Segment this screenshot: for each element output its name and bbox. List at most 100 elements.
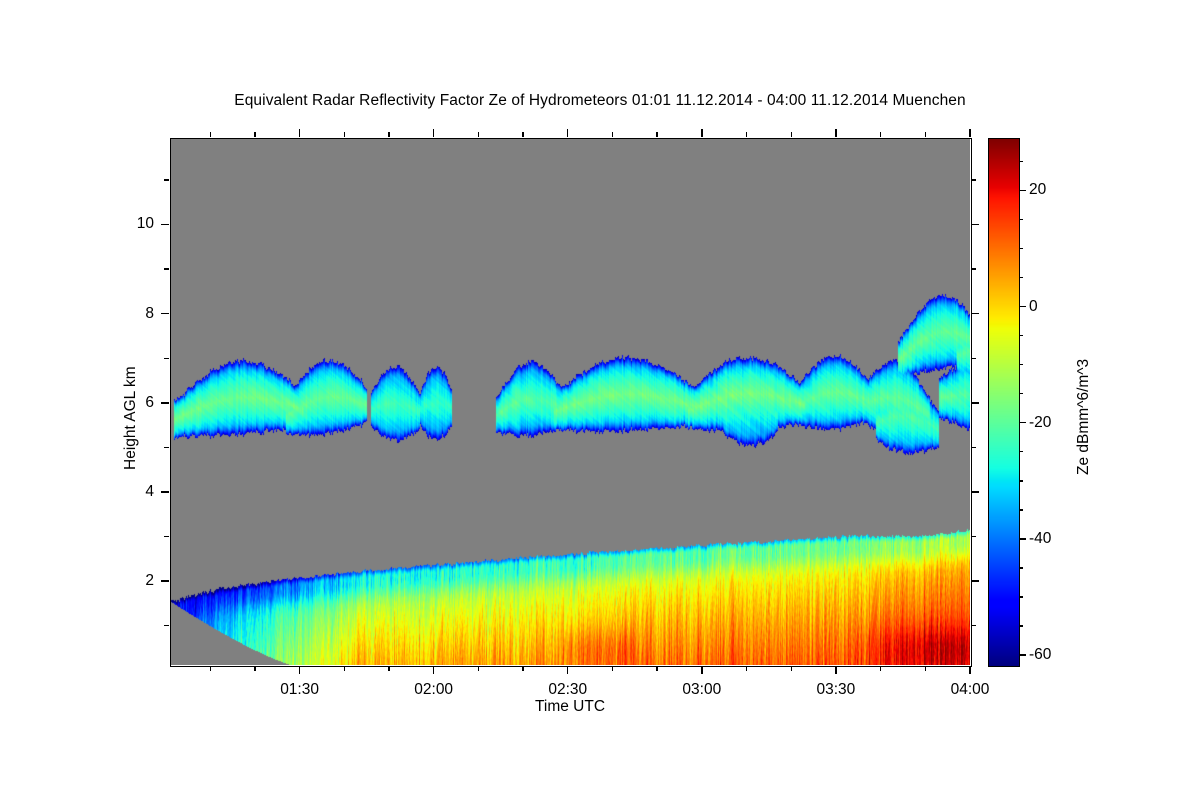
x-tick bbox=[254, 666, 256, 672]
colorbar-tick bbox=[1019, 422, 1027, 424]
colorbar-tick bbox=[1019, 654, 1027, 656]
x-tick-label-0300: 03:00 bbox=[682, 681, 722, 698]
y-tick bbox=[163, 625, 169, 627]
x-tick-label-0330: 03:30 bbox=[816, 681, 856, 698]
x-tick bbox=[522, 666, 524, 672]
x-tick bbox=[924, 666, 926, 672]
x-tick bbox=[745, 666, 748, 672]
x-tick bbox=[790, 666, 792, 672]
colorbar-tick bbox=[1019, 334, 1024, 337]
y-tick bbox=[971, 223, 980, 226]
colorbar-tick bbox=[1019, 160, 1024, 162]
y-tick-label-10: 10 bbox=[136, 215, 154, 233]
x-tick bbox=[343, 666, 345, 672]
x-tick bbox=[209, 131, 211, 137]
y-tick bbox=[163, 179, 169, 181]
y-tick bbox=[971, 625, 977, 627]
colorbar-tick bbox=[1019, 189, 1027, 191]
colorbar-tick bbox=[1019, 509, 1024, 511]
colorbar-label-neg20: -20 bbox=[1029, 413, 1052, 431]
y-tick bbox=[160, 223, 169, 226]
x-tick bbox=[701, 666, 703, 675]
x-tick bbox=[611, 131, 614, 137]
x-tick bbox=[969, 128, 971, 137]
colorbar-label-neg40: -40 bbox=[1029, 529, 1052, 547]
colorbar-tick bbox=[1019, 363, 1024, 366]
colorbar-label-neg60: -60 bbox=[1029, 646, 1052, 664]
colorbar-tick bbox=[1019, 305, 1027, 308]
x-tick bbox=[388, 131, 390, 137]
x-tick-label-0230: 02:30 bbox=[548, 681, 588, 698]
colorbar-tick bbox=[1019, 451, 1024, 453]
x-tick bbox=[611, 666, 614, 672]
x-tick bbox=[432, 666, 435, 675]
colorbar-tick bbox=[1019, 276, 1024, 279]
y-tick bbox=[971, 179, 977, 181]
y-tick bbox=[971, 357, 977, 359]
y-tick bbox=[163, 535, 169, 538]
y-tick bbox=[160, 402, 169, 404]
y-tick-label-2: 2 bbox=[145, 572, 154, 590]
colorbar-tick bbox=[1019, 567, 1024, 569]
y-tick bbox=[971, 491, 980, 493]
x-tick-label-0130: 01:30 bbox=[280, 681, 319, 698]
x-tick bbox=[924, 131, 926, 137]
colorbar-gradient bbox=[989, 139, 1019, 666]
colorbar-tick bbox=[1019, 392, 1024, 395]
y-tick bbox=[971, 312, 980, 315]
heatmap-plot-area[interactable] bbox=[170, 138, 970, 665]
y-tick bbox=[971, 446, 977, 449]
x-tick bbox=[835, 128, 837, 137]
y-tick-label-4: 4 bbox=[145, 483, 154, 500]
y-tick bbox=[160, 491, 169, 493]
colorbar-label-0: 0 bbox=[1029, 297, 1038, 315]
x-tick bbox=[567, 666, 569, 675]
x-tick bbox=[298, 666, 301, 675]
x-tick bbox=[343, 131, 345, 137]
reflectivity-heatmap bbox=[170, 138, 970, 665]
colorbar-tick bbox=[1019, 247, 1024, 250]
x-axis-title: Time UTC bbox=[534, 698, 606, 715]
y-tick bbox=[971, 402, 980, 404]
colorbar[interactable] bbox=[988, 138, 1020, 667]
x-tick bbox=[522, 131, 524, 137]
x-tick bbox=[209, 666, 211, 672]
y-tick bbox=[163, 268, 169, 270]
chart-title: Equivalent Radar Reflectivity Factor Ze … bbox=[234, 92, 966, 109]
x-tick bbox=[298, 128, 301, 137]
y-tick bbox=[160, 312, 169, 315]
colorbar-tick bbox=[1019, 218, 1024, 221]
x-tick bbox=[656, 666, 658, 672]
x-tick bbox=[567, 128, 569, 137]
x-tick bbox=[477, 666, 480, 672]
y-tick bbox=[163, 446, 169, 449]
y-tick-label-6: 6 bbox=[145, 393, 154, 411]
y-tick bbox=[163, 357, 169, 359]
y-tick bbox=[971, 268, 977, 270]
colorbar-tick bbox=[1019, 625, 1024, 627]
x-tick bbox=[835, 666, 837, 675]
y-tick-label-8: 8 bbox=[145, 304, 154, 322]
colorbar-tick bbox=[1019, 538, 1027, 540]
colorbar-tick bbox=[1019, 480, 1024, 482]
x-tick bbox=[477, 131, 480, 137]
x-tick bbox=[969, 666, 971, 675]
x-tick bbox=[879, 131, 882, 137]
x-tick-label-0400: 04:00 bbox=[950, 681, 990, 698]
x-tick bbox=[745, 131, 748, 137]
y-tick bbox=[971, 535, 977, 538]
x-tick bbox=[254, 131, 256, 137]
colorbar-title: Ze dBmm^6/m^3 bbox=[1075, 358, 1092, 475]
y-tick bbox=[971, 580, 980, 582]
colorbar-label-20: 20 bbox=[1029, 181, 1047, 199]
y-axis-title: Height AGL km bbox=[122, 366, 139, 470]
colorbar-tick bbox=[1019, 596, 1024, 598]
x-tick bbox=[879, 666, 882, 672]
x-tick bbox=[656, 131, 658, 137]
x-tick bbox=[432, 128, 435, 137]
x-tick-label-0200: 02:00 bbox=[414, 681, 454, 698]
x-tick bbox=[388, 666, 390, 672]
x-tick bbox=[701, 128, 703, 137]
y-tick bbox=[160, 580, 169, 582]
